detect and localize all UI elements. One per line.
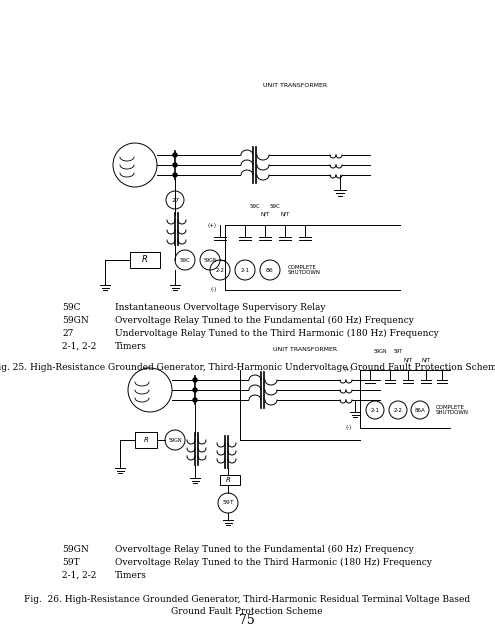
Text: (+): (+) [208,223,217,227]
Text: UNIT TRANSFORMER: UNIT TRANSFORMER [263,83,327,88]
Text: (-): (-) [346,426,352,431]
Text: 59GN: 59GN [373,349,387,354]
Circle shape [193,398,197,402]
Text: 2-1: 2-1 [370,408,380,413]
Circle shape [193,388,197,392]
Text: 59GN: 59GN [62,545,89,554]
Circle shape [173,153,177,157]
Text: 59T: 59T [394,349,402,354]
Text: UNIT TRANSFORMER: UNIT TRANSFORMER [273,347,337,352]
Text: 59T: 59T [222,500,234,506]
Bar [130,252,160,268]
Text: R: R [226,477,231,483]
Text: R: R [142,255,148,264]
Text: 27: 27 [62,329,73,338]
Text: 2-1, 2-2: 2-1, 2-2 [62,571,97,580]
Text: 59GN: 59GN [168,438,182,442]
Text: Timers: Timers [115,342,147,351]
Text: COMPLETE
SHUTDOWN: COMPLETE SHUTDOWN [436,404,469,415]
Circle shape [173,173,177,177]
Text: N/T: N/T [403,357,413,362]
Text: N/T: N/T [421,357,431,362]
Text: N/T: N/T [280,212,290,217]
Text: 59C: 59C [270,204,280,209]
Text: R: R [144,437,148,443]
Text: 2-2: 2-2 [215,268,225,273]
Text: Fig.  26. High-Resistance Grounded Generator, Third-Harmonic Residual Terminal V: Fig. 26. High-Resistance Grounded Genera… [24,595,470,604]
Text: 59GN: 59GN [62,316,89,325]
Text: Overvoltage Relay Tuned to the Fundamental (60 Hz) Frequency: Overvoltage Relay Tuned to the Fundament… [115,316,414,325]
Text: (+): (+) [343,367,352,372]
Text: Ground Fault Protection Scheme: Ground Fault Protection Scheme [171,607,323,616]
Circle shape [173,163,177,167]
Text: N/T: N/T [260,212,270,217]
Bar [135,432,157,448]
Circle shape [193,378,197,382]
Text: 59C: 59C [62,303,81,312]
Text: Timers: Timers [115,571,147,580]
Bar [220,475,240,485]
Text: Overvoltage Relay Tuned to the Fundamental (60 Hz) Frequency: Overvoltage Relay Tuned to the Fundament… [115,545,414,554]
Text: Fig. 25. High-Resistance Grounded Generator, Third-Harmonic Undervoltage Ground : Fig. 25. High-Resistance Grounded Genera… [0,363,495,372]
Text: 59T: 59T [62,558,80,567]
Text: 2-1, 2-2: 2-1, 2-2 [62,342,97,351]
Text: 59C: 59C [180,257,191,262]
Text: Instantaneous Overvoltage Supervisory Relay: Instantaneous Overvoltage Supervisory Re… [115,303,326,312]
Text: 59GN: 59GN [203,257,217,262]
Text: Overvoltage Relay Tuned to the Third Harmonic (180 Hz) Frequency: Overvoltage Relay Tuned to the Third Har… [115,558,432,567]
Text: Undervoltage Relay Tuned to the Third Harmonic (180 Hz) Frequency: Undervoltage Relay Tuned to the Third Ha… [115,329,439,338]
Text: (-): (-) [211,287,217,292]
Text: 59C: 59C [249,204,260,209]
Text: 27: 27 [171,198,179,202]
Text: 86A: 86A [415,408,425,413]
Text: 75: 75 [239,614,255,627]
Text: 2-1: 2-1 [241,268,249,273]
Text: COMPLETE
SHUTDOWN: COMPLETE SHUTDOWN [288,264,321,275]
Text: 2-2: 2-2 [394,408,402,413]
Text: 86: 86 [266,268,274,273]
